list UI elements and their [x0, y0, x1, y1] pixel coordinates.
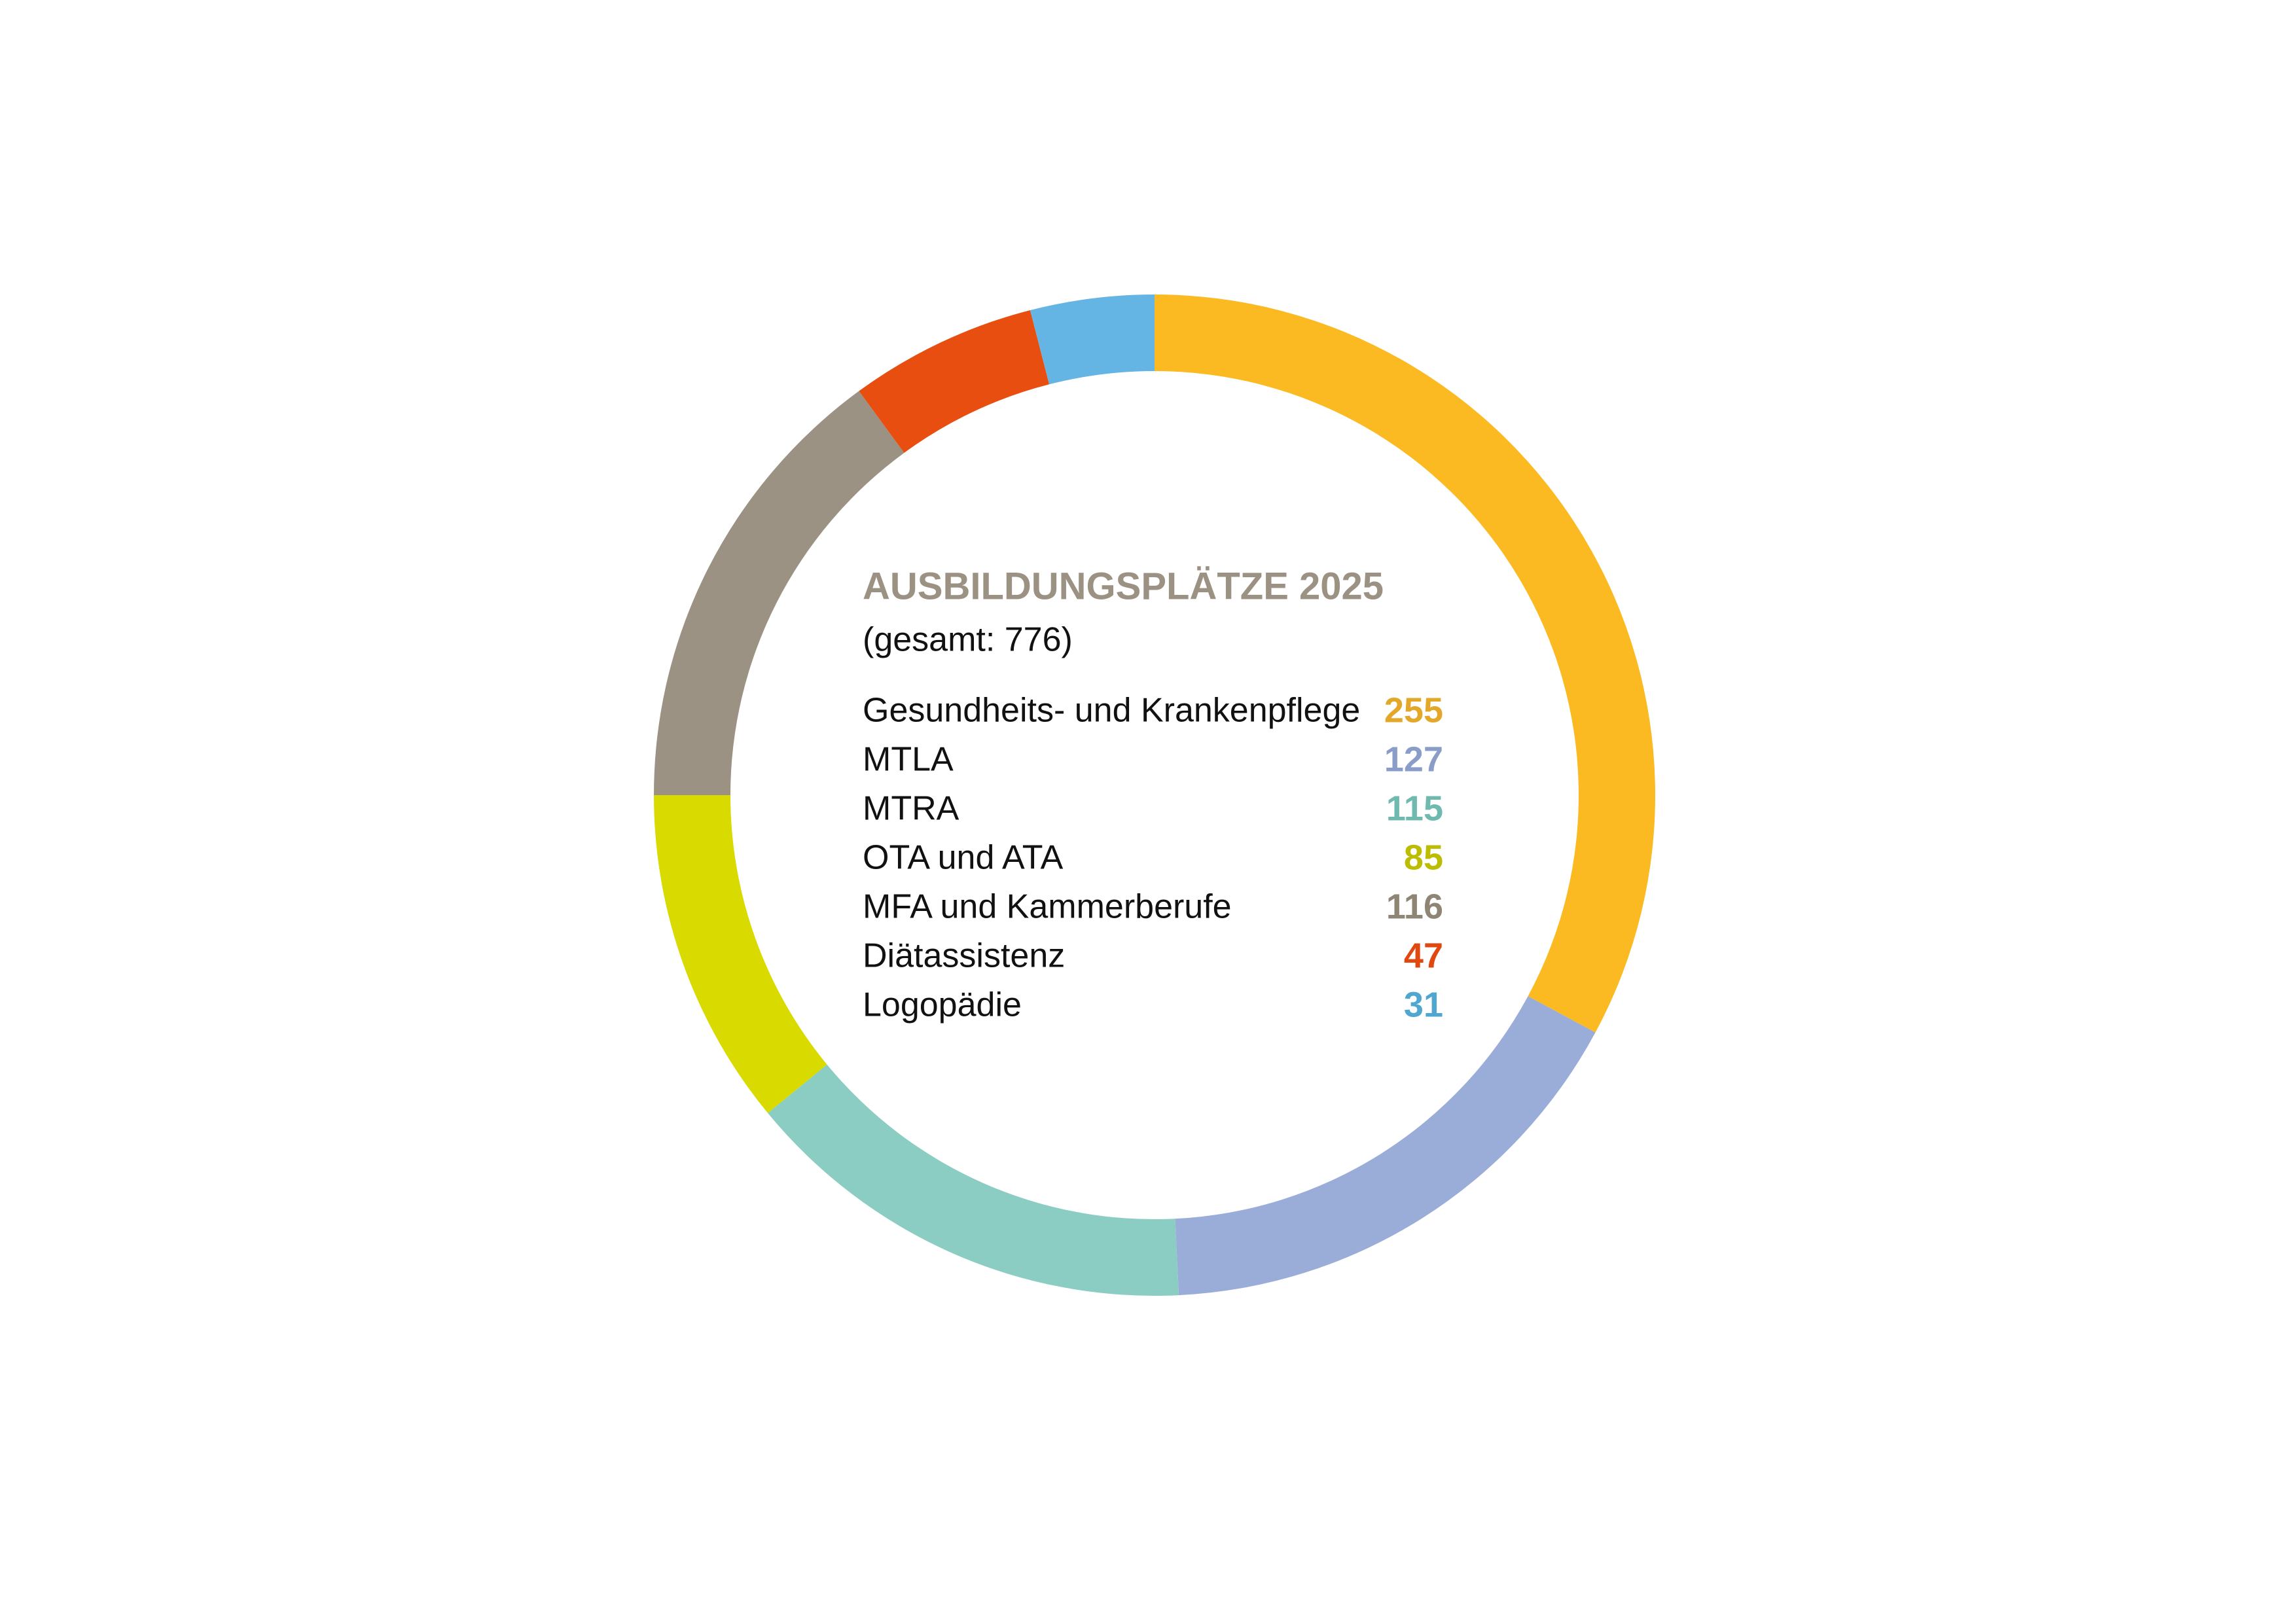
- donut-segment: [654, 795, 827, 1113]
- donut-segment: [768, 1064, 1179, 1296]
- value-label: 255: [1384, 690, 1443, 730]
- legend-label: MTLA: [863, 741, 954, 779]
- chart-title: AUSBILDUNGSPLÄTZE 2025: [863, 565, 1384, 607]
- donut-segment: [859, 310, 1050, 453]
- donut-segment: [1155, 294, 1656, 1033]
- legend-label: Gesundheits- und Krankenpflege: [863, 692, 1360, 730]
- donut-segment: [654, 391, 905, 795]
- value-label: 127: [1384, 740, 1443, 779]
- chart-subtitle: (gesamt: 776): [863, 621, 1073, 659]
- value-label: 116: [1386, 887, 1443, 926]
- value-label: 31: [1404, 985, 1443, 1024]
- legend-label: Logopädie: [863, 986, 1022, 1024]
- legend-label: MFA und Kammerberufe: [863, 888, 1232, 926]
- legend-label: OTA und ATA: [863, 839, 1064, 877]
- donut-segment: [1030, 294, 1155, 385]
- value-label: 85: [1404, 838, 1443, 877]
- donut-segment: [1175, 996, 1596, 1296]
- value-label: 115: [1386, 789, 1443, 828]
- legend-label: MTRA: [863, 790, 960, 828]
- value-label: 47: [1404, 936, 1443, 975]
- legend-label: Diätassistenz: [863, 937, 1065, 975]
